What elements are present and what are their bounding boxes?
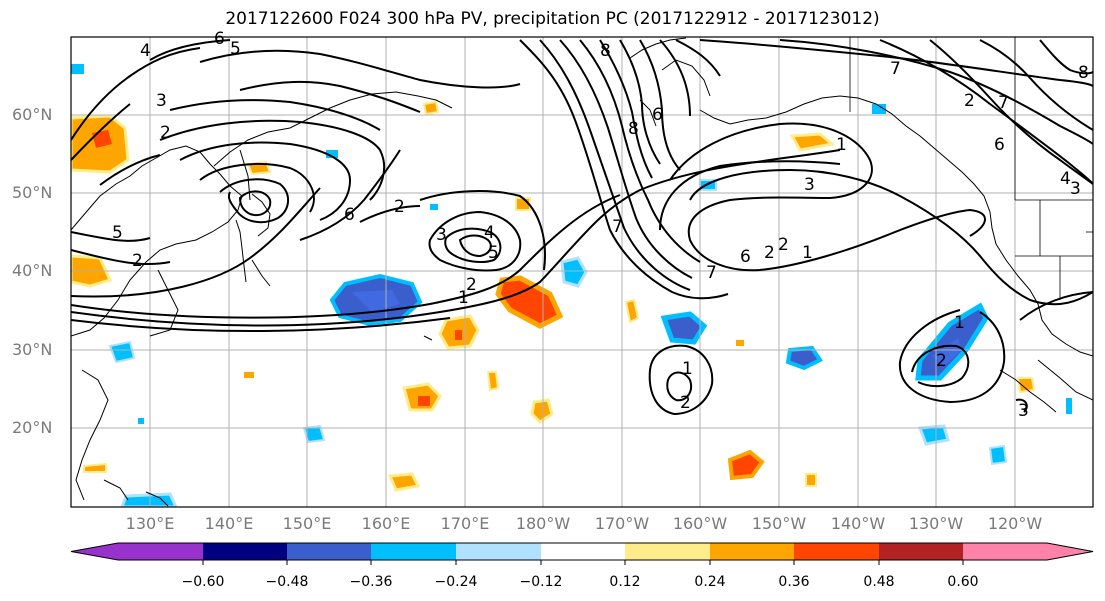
precip-patch-south-180 (387, 472, 421, 492)
colorbar-label: 0.12 (609, 574, 641, 590)
lon-label-150e: 150°E (282, 514, 332, 533)
colorbar-box (371, 543, 456, 560)
colorbar-label: −0.36 (349, 574, 393, 590)
contour-label: 7 (998, 93, 1009, 113)
precip-shading (71, 64, 1072, 507)
colorbar-label: 0.60 (947, 574, 979, 590)
contour-label: 1 (836, 135, 847, 155)
precip-patch-150w-blue (785, 345, 823, 371)
lat-label-30n: 30°N (12, 340, 53, 359)
contour-label: 5 (230, 39, 241, 59)
lat-label-50n: 50°N (12, 183, 53, 202)
contour-label: 2 (394, 197, 405, 217)
lat-label-60n: 60°N (12, 105, 53, 124)
contour-label: 5 (488, 243, 499, 263)
contour-label: 8 (600, 41, 611, 61)
pv-contours (71, 39, 1093, 416)
lon-label-160w: 160°W (672, 514, 728, 533)
contour-label: 7 (890, 59, 901, 79)
lon-label-170e: 170°E (440, 514, 490, 533)
colorbar-extend-left (71, 543, 118, 560)
map-title: 2017122600 F024 300 hPa PV, precipitatio… (225, 9, 880, 29)
colorbar (70, 542, 1094, 565)
colorbar-box (879, 543, 963, 560)
coastlines (71, 37, 1093, 507)
colorbar-label: 0.36 (778, 574, 810, 590)
colorbar-box (710, 543, 794, 560)
contour-label: 3 (156, 91, 167, 111)
contour-label: 6 (652, 105, 663, 125)
lon-label-130e: 130°E (125, 514, 175, 533)
colorbar-box (963, 543, 1047, 560)
contour-label: 2 (466, 275, 477, 295)
contour-label: 2 (764, 243, 775, 263)
lat-label-40n: 40°N (12, 261, 53, 280)
colorbar-box (541, 543, 625, 560)
contour-label: 5 (112, 223, 123, 243)
contour-label: 2 (964, 91, 975, 111)
contour-label: 4 (484, 223, 495, 243)
colorbar-label: −0.24 (434, 574, 478, 590)
contour-label: 6 (214, 29, 225, 49)
contour-label: 7 (612, 217, 623, 237)
colorbar-label: −0.12 (519, 574, 563, 590)
lat-label-20n: 20°N (12, 418, 53, 437)
colorbar-box (287, 543, 371, 560)
boundary-lines (849, 37, 1093, 300)
lon-label-180w: 180°W (515, 514, 571, 533)
contour-label: 2 (936, 351, 947, 371)
colorbar-box (625, 543, 710, 560)
lon-label-120w: 120°W (987, 514, 1043, 533)
lon-label-140e: 140°E (204, 514, 254, 533)
contour-label: 1 (682, 359, 693, 379)
contour-label: 6 (344, 205, 355, 225)
contour-label: 2 (132, 251, 143, 271)
contour-label: 3 (1018, 401, 1029, 421)
precip-patch-175w-small (530, 398, 554, 424)
contour-label: 6 (994, 135, 1005, 155)
precip-patch-160w-blue (660, 311, 708, 345)
contour-label: 4 (1060, 169, 1071, 189)
contour-label: 6 (740, 247, 751, 267)
colorbar-box (118, 543, 203, 560)
precip-patch-150w-south (727, 449, 765, 481)
contour-label: 2 (160, 123, 171, 143)
colorbar-label: −0.48 (265, 574, 309, 590)
contour-label: 2 (778, 235, 789, 255)
lon-label-150w: 150°W (751, 514, 807, 533)
contour-label: 1 (458, 288, 469, 308)
lon-label-170w: 170°W (594, 514, 650, 533)
lon-label-160e: 160°E (361, 514, 411, 533)
contour-label: 3 (1070, 179, 1081, 199)
contour-labels: 1 2 3 4 5 2 2 3 4 5 6 5 2 6 8 8 6 7 1 3 … (112, 29, 1089, 421)
precip-patch-dateline (495, 275, 564, 329)
contour-label: 1 (954, 313, 965, 333)
colorbar-box (794, 543, 879, 560)
colorbar-label: 0.48 (863, 574, 895, 590)
colorbar-box (456, 543, 541, 560)
contour-label: 2 (680, 393, 691, 413)
colorbar-label: −0.60 (181, 574, 225, 590)
precip-patch-130w-south (917, 424, 950, 446)
contour-label: 4 (140, 41, 151, 61)
contour-label: 8 (1078, 63, 1089, 83)
colorbar-box (203, 543, 287, 560)
precip-patch-175w-blue (560, 256, 588, 288)
colorbar-extend-right (1047, 543, 1093, 560)
colorbar-label: 0.24 (694, 574, 726, 590)
precip-patch-130w-blue (915, 302, 989, 381)
colorbar-outline (70, 542, 1094, 561)
contour-label: 3 (436, 225, 447, 245)
lon-label-130w: 130°W (908, 514, 964, 533)
lon-label-140w: 140°W (830, 514, 886, 533)
contour-label: 7 (706, 263, 717, 283)
contour-label: 3 (804, 175, 815, 195)
contour-label: 8 (628, 119, 639, 139)
map-frame (70, 36, 1094, 508)
contour-label: 1 (802, 243, 813, 263)
